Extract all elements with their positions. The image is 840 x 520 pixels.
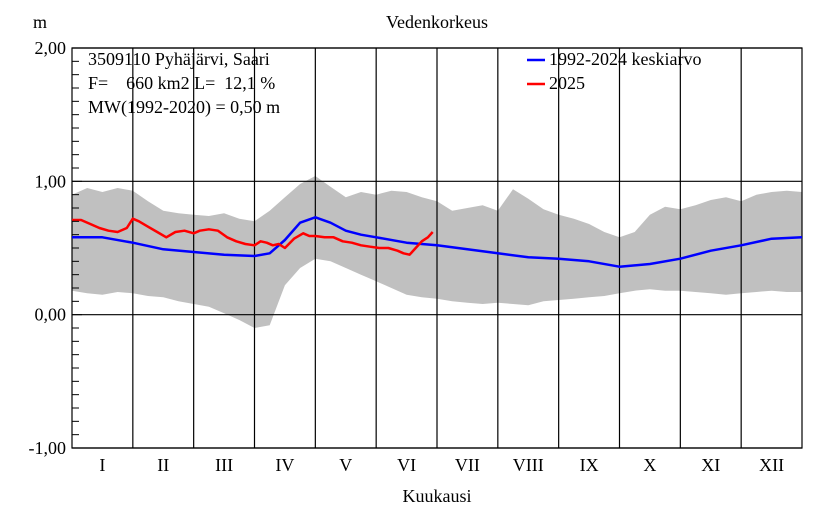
station-area: F= 660 km2 L= 12,1 % — [88, 73, 275, 93]
legend-label-mean: 1992-2024 keskiarvo — [549, 49, 701, 69]
series-line-mean — [72, 216, 803, 268]
x-tick-label: X — [643, 455, 656, 475]
legend: 1992-2024 keskiarvo 2025 — [527, 49, 701, 93]
x-tick-label: XI — [701, 455, 720, 475]
x-tick-label: VII — [455, 455, 480, 475]
y-tick-label: 1,00 — [35, 171, 67, 191]
x-tick-label: IV — [275, 455, 294, 475]
y-tick-label: 0,00 — [35, 305, 67, 325]
mean-water: MW(1992-2020) = 0,50 m — [88, 97, 280, 118]
x-tick-label: XII — [759, 455, 784, 475]
x-tick-label: IX — [580, 455, 599, 475]
station-name: 3509110 Pyhäjärvi, Saari — [88, 49, 270, 69]
series-layer — [72, 216, 803, 268]
x-tick-label: II — [157, 455, 169, 475]
x-tick-label: III — [215, 455, 233, 475]
grid-layer — [71, 47, 803, 449]
tick-label-layer: -1,000,001,002,00I II III IV V VI VII VIII IX X XI… — [29, 38, 785, 475]
x-tick-label: VIII — [513, 455, 544, 475]
series-line-2025 — [72, 217, 434, 256]
x-axis-label: Kuukausi — [403, 486, 472, 506]
y-tick-label: 2,00 — [35, 38, 67, 58]
x-tick-label: VI — [397, 455, 416, 475]
tick-layer — [72, 47, 82, 449]
x-tick-label: I — [99, 455, 105, 475]
station-info: 3509110 Pyhäjärvi, Saari F= 660 km2 L= 1… — [88, 49, 280, 118]
chart-title: Vedenkorkeus — [386, 12, 488, 32]
x-tick-label: V — [339, 455, 352, 475]
legend-label-2025: 2025 — [549, 73, 585, 93]
y-axis-unit: m — [33, 12, 47, 32]
y-tick-label: -1,00 — [29, 438, 67, 458]
